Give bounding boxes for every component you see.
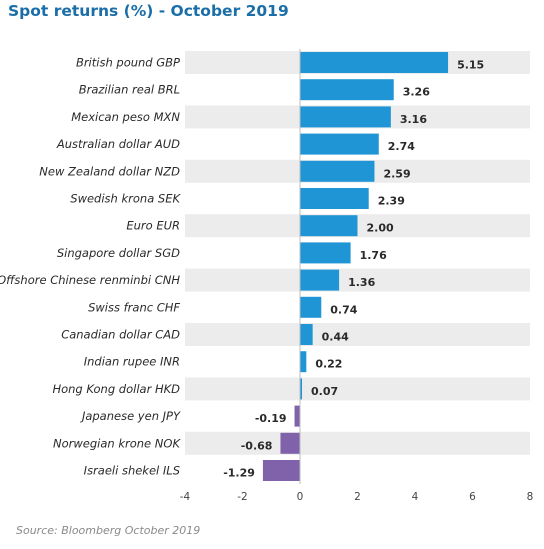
x-tick-label: 4 [412, 491, 419, 503]
bar [300, 188, 369, 209]
bar [300, 133, 379, 155]
category-label: New Zealand dollar NZD [39, 164, 180, 178]
category-label: Brazilian real BRL [79, 83, 180, 97]
bar [300, 351, 307, 373]
bar [294, 405, 300, 427]
row-band [185, 377, 530, 401]
value-label: 5.15 [457, 59, 484, 72]
bar [300, 52, 449, 73]
category-label: Singapore dollar SGD [57, 246, 180, 260]
row-band [185, 268, 530, 292]
category-label: Offshore Chinese renminbi CNH [0, 273, 180, 287]
category-label: Mexican peso MXN [71, 110, 180, 124]
bars [262, 52, 449, 481]
row-band [185, 431, 530, 455]
category-label: Australian dollar AUD [56, 137, 180, 151]
category-label: Japanese yen JPY [80, 409, 181, 423]
bar [300, 269, 340, 291]
bar [300, 215, 358, 237]
category-label: Indian rupee INR [84, 355, 180, 369]
x-tick-label: 8 [527, 491, 534, 503]
bar [300, 106, 391, 128]
bar [300, 79, 394, 101]
category-label: Hong Kong dollar HKD [52, 382, 180, 396]
x-tick-label: 2 [354, 491, 361, 503]
value-label: 2.00 [367, 222, 394, 235]
x-tick-label: -4 [180, 491, 191, 503]
value-label: 0.22 [315, 358, 342, 371]
category-labels: British pound GBP Brazilian real BRL Mexic… [0, 56, 181, 478]
bar [300, 242, 351, 264]
category-label: British pound GBP [76, 56, 180, 70]
value-label: 0.07 [311, 385, 338, 398]
value-label: 2.74 [388, 140, 415, 153]
value-label: 0.44 [322, 331, 349, 344]
bar [300, 296, 322, 318]
category-label: Israeli shekel ILS [84, 464, 180, 478]
value-label: 3.16 [400, 113, 427, 126]
value-label: -1.29 [223, 467, 255, 480]
bar [300, 378, 303, 400]
x-tick-label: -2 [237, 491, 247, 503]
x-tick-label: 0 [297, 491, 304, 503]
value-labels: 5.15 3.26 3.16 2.74 2.59 2.39 2.00 1.76 1.36 0.74… [223, 59, 484, 480]
chart-title: Spot returns (%) - October 2019 [8, 2, 289, 20]
category-label: Swedish krona SEK [70, 192, 181, 206]
x-axis-ticks: -4 -2 0 2 4 6 8 [180, 491, 534, 503]
x-tick-label: 6 [469, 491, 476, 503]
value-label: 1.76 [360, 249, 387, 262]
source-note: Source: Bloomberg October 2019 [16, 524, 201, 537]
value-label: 3.26 [403, 86, 430, 99]
category-label: Euro EUR [126, 219, 180, 233]
value-label: -0.19 [255, 412, 287, 425]
value-label: 1.36 [348, 276, 375, 289]
value-label: 2.39 [378, 195, 405, 208]
value-label: 0.74 [330, 303, 357, 316]
bar [280, 432, 300, 454]
category-label: Swiss franc CHF [88, 300, 180, 314]
bar [300, 324, 313, 345]
value-label: 2.59 [383, 167, 410, 180]
row-band [185, 323, 530, 346]
bar [300, 160, 375, 182]
category-label: Norwegian krone NOK [53, 436, 181, 450]
bar [262, 460, 300, 481]
category-label: Canadian dollar CAD [61, 328, 180, 342]
value-label: -0.68 [241, 439, 273, 452]
